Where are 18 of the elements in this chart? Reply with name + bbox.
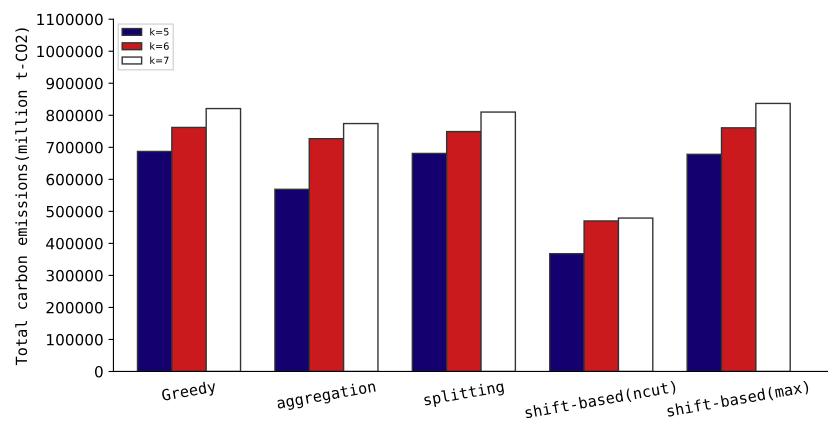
y-tick-label: 1000000 [37, 46, 103, 58]
y-tick-label: 600000 [46, 174, 103, 186]
y-tick-label: 100000 [47, 334, 103, 346]
y-tick-label: 700000 [46, 142, 103, 154]
y-tick-label: 500000 [46, 206, 103, 218]
x-tick-label: Greedy [161, 380, 217, 404]
y-tick-label: 300000 [46, 270, 103, 282]
legend-label: k=5 [150, 28, 169, 36]
x-tick-label: splitting [423, 380, 505, 409]
legend-label: k=7 [150, 56, 169, 64]
legend-label: k=6 [150, 42, 169, 50]
y-tick-label: 800000 [46, 110, 103, 122]
y-tick-label: 0 [95, 366, 103, 378]
y-tick-label: 1100000 [37, 14, 103, 26]
y-tick-label: 200000 [46, 302, 103, 314]
y-tick-label: 900000 [46, 78, 103, 90]
y-tick-label: 400000 [46, 238, 103, 250]
y-axis-title: Total carbon emissions(million t-CO2) [15, 28, 29, 366]
